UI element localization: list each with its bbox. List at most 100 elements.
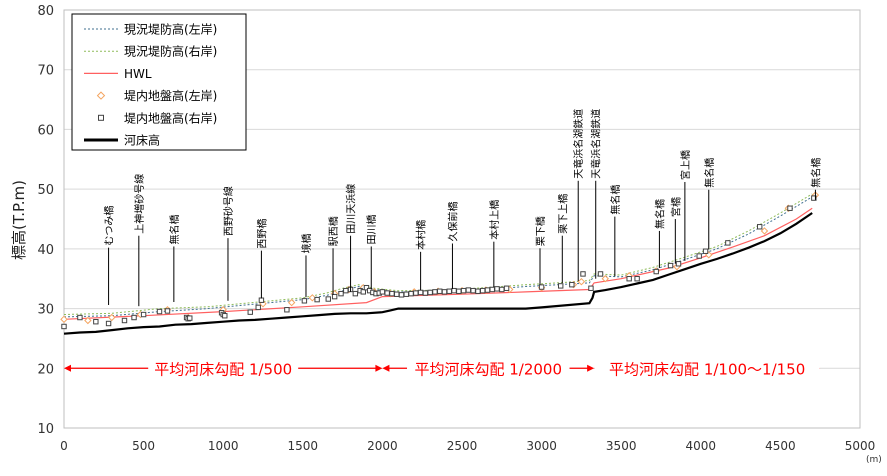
right-bank-point (379, 289, 386, 295)
right-bank-point (403, 291, 409, 297)
series-line (63, 212, 813, 335)
gradient-label-bg (407, 356, 570, 379)
gradient-annotations: 平均河床勾配 1/500 平均河床勾配 1/2000 平均河床勾配 1/100～1/… (64, 356, 821, 379)
right-bank-point (360, 289, 366, 295)
right-bank-point (343, 287, 349, 294)
bridge-label: 境橋 (300, 233, 313, 253)
right-bank-point (255, 304, 261, 311)
right-bank-point (140, 311, 147, 318)
right-bank-point (787, 205, 793, 211)
right-bank-point (432, 289, 438, 295)
right-bank-point (164, 308, 171, 314)
right-bank-point (314, 296, 320, 303)
x-tick-label: 3000 (526, 439, 557, 453)
legend-label: 現況堤防高(右岸) (124, 44, 217, 59)
right-bank-point (77, 314, 83, 321)
y-tick-label: 60 (37, 123, 54, 138)
right-bank-point (363, 284, 370, 291)
gradient-label: 平均河床勾配 1/500 (154, 360, 292, 378)
y-tick-label: 70 (37, 64, 54, 79)
right-bank-point (284, 307, 290, 313)
right-bank-point (408, 290, 414, 297)
right-bank-point (331, 293, 338, 300)
right-bank-point (258, 297, 265, 303)
gradient-arrowhead-right (375, 364, 383, 372)
x-axis-unit: (m) (866, 455, 882, 465)
gradient-arrowhead-left (382, 364, 390, 372)
bridge-label: 田川天浜線 (345, 184, 358, 234)
right-bank-point (422, 290, 429, 296)
left-bank-point (760, 227, 769, 235)
bridge-label: 上神増砂号線 (133, 174, 146, 234)
right-bank-point (503, 285, 510, 291)
bridge-label: 無名橋 (809, 158, 822, 188)
gradient-label-bg (148, 356, 299, 379)
y-tick-label: 40 (37, 243, 54, 258)
legend-box (71, 13, 247, 151)
left-bank-point (108, 313, 116, 322)
bridge-label: 西野砂号線 (222, 186, 235, 236)
right-bank-point (811, 195, 817, 201)
x-tick-label: 2500 (447, 439, 478, 453)
right-bank-point (538, 284, 545, 290)
y-tick-label: 50 (37, 183, 54, 198)
legend-label: 現況堤防高(左岸) (124, 22, 217, 37)
x-tick-label: 3500 (606, 439, 637, 453)
x-axis-ticks: 0 500 1000 1500 2000 2500 3000 3500 4000 4500 5000 (60, 439, 875, 453)
right-bank-point (441, 289, 448, 295)
bridge-label: 久保前橋 (446, 201, 459, 241)
right-bank-point (757, 224, 763, 230)
bridge-label: 無名橋 (609, 185, 622, 215)
right-bank-point (499, 286, 505, 293)
y-axis-label: 標高(T.P.m) (10, 180, 28, 260)
right-bank-point (446, 288, 452, 294)
right-bank-point (470, 287, 476, 294)
bridge-label: 無名橋 (653, 199, 666, 229)
bridge-label: 無名橋 (168, 214, 181, 244)
right-bank-point (558, 283, 564, 289)
left-bank-ground-markers (60, 191, 820, 325)
legend-label: 堤内地盤高(右岸) (124, 110, 217, 125)
right-bank-point (338, 290, 344, 297)
bridge-label: 無名橋 (703, 158, 716, 188)
legend-label: 河床高 (124, 133, 160, 148)
right-bank-point (301, 298, 308, 304)
left-bank-point (577, 277, 586, 286)
bridge-label: むつみ橋 (103, 206, 116, 246)
bridge-label: 天竜浜名湖鉄道 (572, 109, 585, 179)
y-tick-label: 10 (37, 422, 54, 437)
x-tick-label: 4000 (686, 439, 717, 453)
right-bank-point (465, 287, 472, 293)
bridge-label: 田川橋 (365, 214, 378, 244)
right-bank-point (494, 286, 500, 292)
right-bank-point (489, 286, 495, 293)
left-bank-point (60, 315, 68, 324)
right-bank-point (93, 319, 99, 325)
bridge-label: 本村橋 (415, 220, 428, 250)
legend-swatch (96, 91, 106, 100)
x-tick-label: 0 (60, 439, 68, 453)
right-bank-point (384, 290, 390, 296)
bridge-label: 天竜浜名湖鉄道 (590, 109, 603, 179)
right-bank-point (696, 253, 702, 259)
right-bank-point (580, 271, 586, 277)
gradient-label: 平均河床勾配 1/100～1/150 (609, 360, 805, 378)
bridge-label: 宮橋 (669, 197, 682, 217)
right-bank-point (121, 317, 128, 324)
gradient-arrowhead-left (64, 364, 71, 372)
right-bank-point (451, 287, 457, 294)
right-bank-point (479, 287, 486, 294)
right-bank-point (247, 309, 253, 315)
x-tick-label: 1500 (288, 439, 319, 453)
right-bank-point (131, 314, 137, 321)
left-bank-point (601, 275, 609, 283)
right-bank-point (634, 276, 640, 282)
right-bank-point (460, 287, 467, 294)
right-bank-point (456, 288, 462, 294)
right-bank-point (725, 240, 731, 246)
bridge-label: 栗下橋 (534, 216, 547, 246)
y-tick-label: 30 (37, 303, 54, 318)
x-tick-label: 1000 (208, 439, 239, 453)
bridge-label: 駅西橋 (327, 216, 340, 246)
